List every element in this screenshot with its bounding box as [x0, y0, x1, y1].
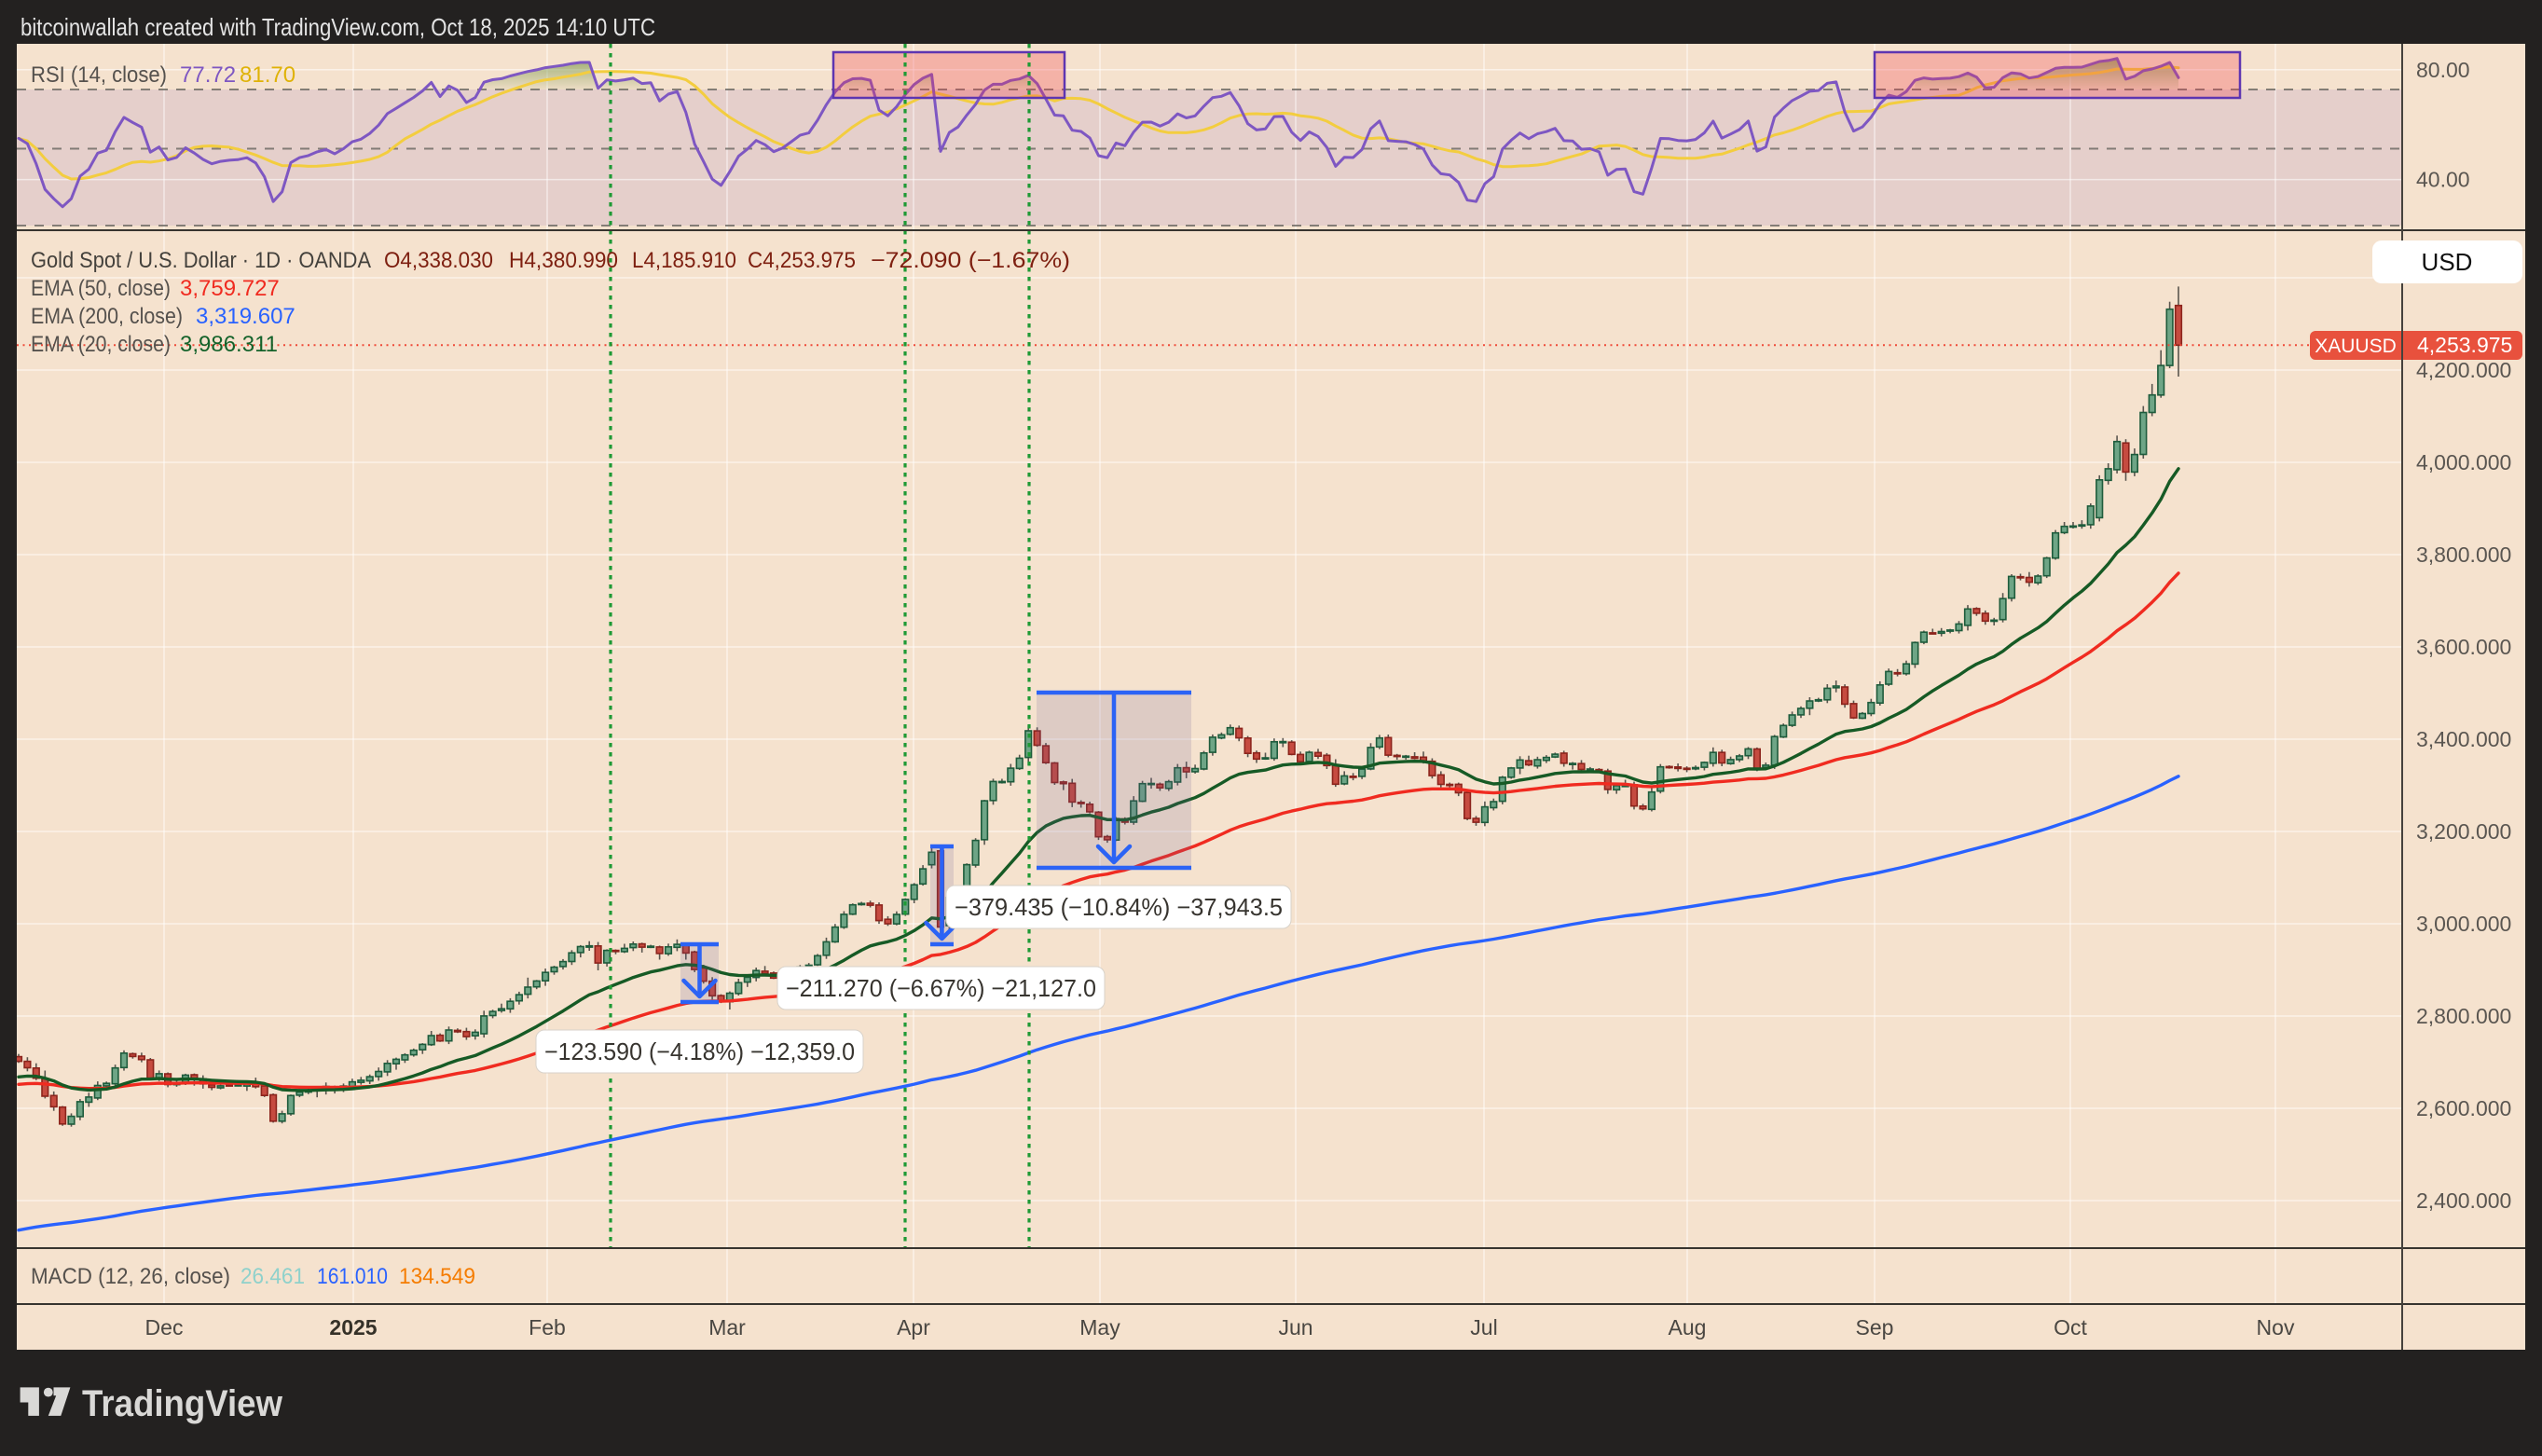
svg-text:4,253.975: 4,253.975 — [2417, 333, 2512, 357]
svg-text:−123.590 (−4.18%) −12,359.0: −123.590 (−4.18%) −12,359.0 — [544, 1037, 855, 1065]
svg-text:EMA (50, close): EMA (50, close) — [31, 276, 171, 301]
svg-text:Jun: Jun — [1278, 1315, 1312, 1339]
svg-text:bitcoinwallah created with Tra: bitcoinwallah created with TradingView.c… — [21, 13, 655, 41]
svg-text:RSI (14, close): RSI (14, close) — [31, 62, 167, 88]
svg-text:4,000.000: 4,000.000 — [2416, 450, 2511, 474]
svg-text:EMA (200, close): EMA (200, close) — [31, 304, 183, 329]
svg-text:3,000.000: 3,000.000 — [2416, 912, 2511, 936]
svg-text:Nov: Nov — [2257, 1315, 2295, 1339]
svg-text:EMA (20, close): EMA (20, close) — [31, 332, 171, 357]
svg-text:−379.435 (−10.84%) −37,943.5: −379.435 (−10.84%) −37,943.5 — [955, 893, 1283, 921]
svg-text:3,759.727: 3,759.727 — [180, 276, 280, 301]
svg-text:Gold Spot / U.S. Dollar · 1D ·: Gold Spot / U.S. Dollar · 1D · OANDA — [31, 248, 371, 273]
svg-text:2025: 2025 — [329, 1315, 377, 1339]
svg-text:Dec: Dec — [145, 1315, 184, 1339]
svg-text:Feb: Feb — [529, 1315, 566, 1339]
svg-text:Jul: Jul — [1470, 1315, 1497, 1339]
svg-text:Apr: Apr — [897, 1315, 930, 1339]
svg-text:−211.270 (−6.67%) −21,127.0: −211.270 (−6.67%) −21,127.0 — [786, 974, 1096, 1002]
svg-text:−72.090 (−1.67%): −72.090 (−1.67%) — [871, 248, 1070, 273]
svg-text:3,800.000: 3,800.000 — [2416, 543, 2511, 567]
svg-text:May: May — [1079, 1315, 1120, 1339]
svg-text:2,600.000: 2,600.000 — [2416, 1096, 2511, 1120]
svg-text:Aug: Aug — [1669, 1315, 1707, 1339]
svg-text:Oct: Oct — [2054, 1315, 2087, 1339]
svg-text:3,600.000: 3,600.000 — [2416, 635, 2511, 659]
svg-text:2,400.000: 2,400.000 — [2416, 1188, 2511, 1213]
svg-text:MACD (12, 26, close): MACD (12, 26, close) — [31, 1264, 230, 1289]
svg-text:H4,380.990: H4,380.990 — [509, 248, 618, 273]
svg-text:3,319.607: 3,319.607 — [196, 304, 295, 329]
svg-text:81.70: 81.70 — [240, 62, 295, 88]
svg-text:C4,253.975: C4,253.975 — [748, 248, 856, 273]
svg-text:4,200.000: 4,200.000 — [2416, 358, 2511, 382]
svg-text:XAUUSD: XAUUSD — [2315, 336, 2397, 357]
svg-text:40.00: 40.00 — [2416, 168, 2470, 192]
svg-text:80.00: 80.00 — [2416, 58, 2470, 82]
svg-text:USD: USD — [2422, 248, 2473, 276]
svg-text:26.461: 26.461 — [240, 1264, 305, 1289]
svg-text:2,800.000: 2,800.000 — [2416, 1004, 2511, 1028]
svg-text:161.010: 161.010 — [317, 1264, 388, 1289]
svg-text:Sep: Sep — [1856, 1315, 1894, 1339]
svg-text:3,200.000: 3,200.000 — [2416, 819, 2511, 844]
svg-text:TradingView: TradingView — [82, 1383, 283, 1424]
svg-text:3,986.311: 3,986.311 — [180, 332, 278, 357]
svg-text:134.549: 134.549 — [399, 1264, 475, 1289]
svg-text:77.72: 77.72 — [180, 62, 236, 88]
svg-text:L4,185.910: L4,185.910 — [632, 248, 736, 273]
svg-text:Mar: Mar — [708, 1315, 746, 1339]
svg-text:O4,338.030: O4,338.030 — [384, 248, 493, 273]
svg-text:3,400.000: 3,400.000 — [2416, 727, 2511, 751]
